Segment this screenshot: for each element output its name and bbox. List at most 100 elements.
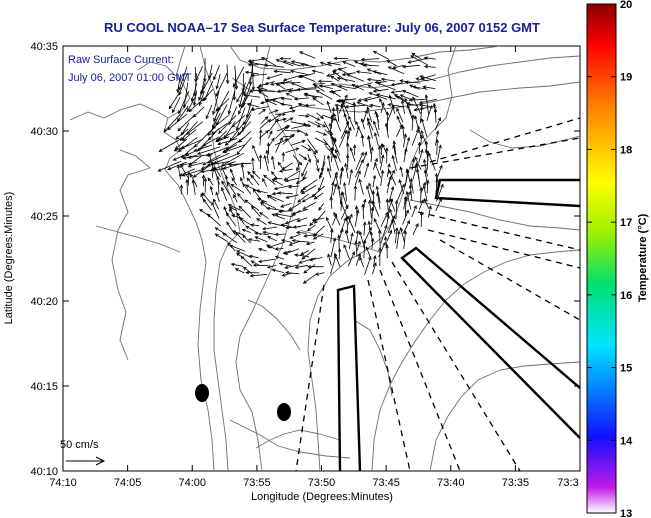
current-vector [178,91,190,114]
current-vector-head [313,196,318,200]
current-vector-head [223,205,227,211]
current-vector [424,66,436,68]
current-vector-head [245,270,250,275]
current-vector-head [224,142,229,146]
current-vector-head [172,157,177,161]
current-vector [411,205,417,218]
current-vector-head [320,115,324,119]
current-vector-head [260,200,265,205]
current-vector-head [303,156,308,161]
current-vector [212,90,220,115]
current-vector [423,159,428,177]
current-vector-head [213,117,217,123]
current-vector-head [212,125,216,129]
current-vector-head [225,80,230,85]
colorbar-tick-label: 15 [620,363,632,375]
current-vector-head [368,92,373,96]
current-vector [400,166,404,177]
current-vector-head [355,120,359,125]
current-vector [326,72,340,77]
current-vector-head [301,256,306,260]
current-vector-head [334,252,338,257]
current-vector-head [392,214,396,220]
current-vector [435,131,439,146]
current-vector-head [277,113,282,117]
current-vector [202,89,214,102]
current-vector-head [401,124,405,130]
current-vector-head [222,232,227,237]
current-vector-head [231,230,237,234]
current-vector-head [215,191,219,196]
current-vector [207,161,230,166]
current-vector-head [380,77,385,82]
current-vector [333,212,341,226]
current-vector [247,103,260,108]
current-vector-head [360,118,365,123]
current-vector-head [236,151,241,156]
current-vector-head [178,110,182,115]
current-vector-head [254,231,259,236]
current-vector [229,208,236,217]
current-vector [294,97,309,100]
surface-current-vectors [157,50,444,284]
map-title: RU COOL NOAA–17 Sea Surface Temperature:… [104,20,540,35]
current-vector [284,264,300,269]
current-vector [225,129,245,146]
current-vector [380,170,384,186]
current-vector-head [373,217,377,223]
current-vector [322,138,333,151]
current-vector-head [263,154,267,159]
current-vector-head [270,82,275,86]
current-vector-head [406,104,410,109]
current-vector [226,64,229,84]
current-vector-head [271,170,275,175]
current-vector-head [239,176,244,181]
current-vector-head [211,201,215,206]
current-vector-head [278,209,283,214]
current-vector-head [311,217,316,222]
current-vector-head [319,175,323,180]
current-vector [353,102,356,123]
current-vector-head [234,231,239,236]
current-vector-head [367,117,371,122]
current-vector [395,200,398,220]
current-vector [354,170,361,186]
current-vector [231,263,243,267]
current-vector [230,184,245,194]
current-vector [211,122,228,135]
current-vector-head [415,168,420,173]
current-vector-head [260,100,265,105]
current-vector [379,155,384,171]
current-vector-head [373,262,377,267]
current-vector-head [289,69,294,74]
current-vector [387,215,396,234]
current-vector-head [250,73,255,78]
current-vector-head [354,240,358,245]
current-vector-head [193,143,198,148]
current-vector-head [362,221,367,226]
current-vector [178,137,198,152]
current-vector [367,121,373,139]
current-vector [250,273,268,277]
current-vector-head [367,84,372,88]
current-vector-head [365,162,370,167]
current-vector [345,230,350,243]
current-vector-head [343,244,347,249]
current-vector-head [228,208,233,213]
current-vector-head [341,72,346,77]
current-vector-head [327,167,331,172]
current-vector-head [295,147,300,151]
current-vector [370,147,373,163]
current-vector [266,73,283,79]
current-vector [248,239,261,242]
current-vector-head [401,90,407,94]
current-vector [436,165,443,180]
current-vector-head [435,139,439,144]
current-vector-head [259,128,263,133]
current-vector-head [420,199,424,204]
current-vector-head [330,83,335,87]
shipping-lanes [295,117,580,471]
current-vector [435,198,442,211]
current-vector [435,179,438,195]
current-vector [327,254,332,266]
